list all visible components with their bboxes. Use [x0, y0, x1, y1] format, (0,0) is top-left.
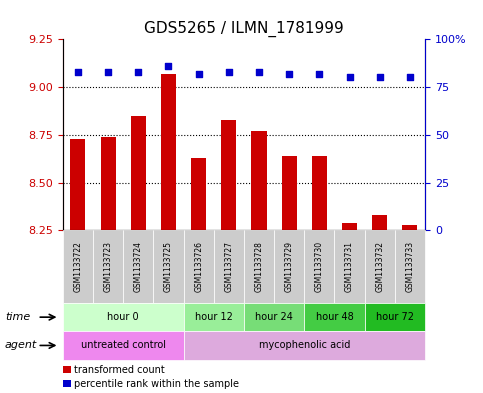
- Point: [225, 69, 233, 75]
- Text: GSM1133733: GSM1133733: [405, 241, 414, 292]
- Point: [376, 74, 384, 81]
- Point: [74, 69, 82, 75]
- Text: GSM1133732: GSM1133732: [375, 241, 384, 292]
- Point: [134, 69, 142, 75]
- Bar: [161, 73, 176, 230]
- Text: GSM1133727: GSM1133727: [224, 241, 233, 292]
- Text: transformed count: transformed count: [74, 365, 165, 375]
- Text: agent: agent: [5, 340, 37, 351]
- Point: [195, 70, 202, 77]
- Point: [285, 70, 293, 77]
- Text: mycophenolic acid: mycophenolic acid: [258, 340, 350, 351]
- Text: GSM1133731: GSM1133731: [345, 241, 354, 292]
- Bar: [252, 131, 267, 230]
- Text: percentile rank within the sample: percentile rank within the sample: [74, 378, 240, 389]
- Text: GSM1133723: GSM1133723: [103, 241, 113, 292]
- Bar: [131, 116, 146, 230]
- Bar: [191, 158, 206, 230]
- Bar: [372, 215, 387, 230]
- Bar: [71, 139, 85, 230]
- Text: hour 72: hour 72: [376, 312, 414, 322]
- Bar: [342, 223, 357, 230]
- Text: GSM1133729: GSM1133729: [284, 241, 294, 292]
- Text: hour 48: hour 48: [315, 312, 354, 322]
- Text: hour 0: hour 0: [107, 312, 139, 322]
- Title: GDS5265 / ILMN_1781999: GDS5265 / ILMN_1781999: [144, 20, 344, 37]
- Point: [255, 69, 263, 75]
- Text: hour 24: hour 24: [255, 312, 293, 322]
- Text: hour 12: hour 12: [195, 312, 233, 322]
- Point: [406, 74, 414, 81]
- Text: time: time: [5, 312, 30, 322]
- Bar: [221, 119, 236, 230]
- Bar: [402, 224, 417, 230]
- Point: [104, 69, 112, 75]
- Point: [165, 63, 172, 69]
- Bar: [282, 156, 297, 230]
- Text: GSM1133722: GSM1133722: [73, 241, 83, 292]
- Point: [346, 74, 354, 81]
- Text: untreated control: untreated control: [81, 340, 166, 351]
- Text: GSM1133728: GSM1133728: [255, 241, 264, 292]
- Text: GSM1133730: GSM1133730: [315, 241, 324, 292]
- Text: GSM1133726: GSM1133726: [194, 241, 203, 292]
- Text: GSM1133724: GSM1133724: [134, 241, 143, 292]
- Bar: [312, 156, 327, 230]
- Point: [315, 70, 323, 77]
- Bar: [100, 137, 115, 230]
- Text: GSM1133725: GSM1133725: [164, 241, 173, 292]
